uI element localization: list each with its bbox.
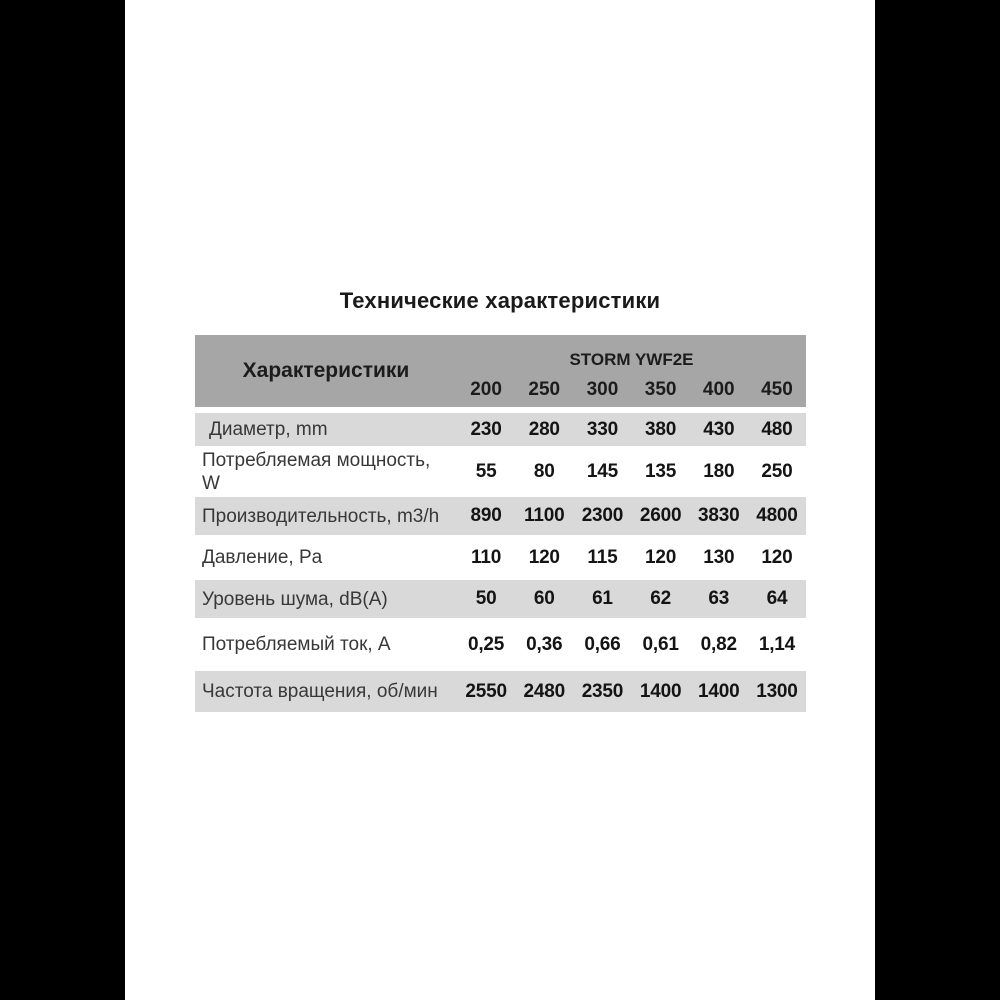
row-value: 130 — [703, 546, 735, 568]
row-value: 2350 — [581, 680, 624, 702]
model-size-header: 400 — [702, 378, 735, 400]
row-label: Потребляемый ток, A — [202, 634, 391, 655]
row-value: 2300 — [581, 505, 624, 526]
row-value: 63 — [708, 588, 730, 609]
row-value: 50 — [475, 588, 497, 609]
table-row: Давление, Pa 110 120 115 120 130 120 — [195, 535, 806, 580]
row-label: Уровень шума, dB(A) — [202, 588, 388, 610]
row-value: 330 — [586, 418, 618, 440]
row-value: 64 — [766, 588, 788, 609]
row-label: Диаметр, mm — [209, 419, 328, 440]
model-size-header: 450 — [761, 378, 793, 400]
row-value: 120 — [761, 546, 793, 568]
row-value: 1,14 — [758, 633, 796, 655]
row-value: 3830 — [698, 505, 740, 526]
row-label: Давление, Pa — [202, 547, 323, 568]
row-value: 1100 — [524, 505, 565, 526]
table-row: Производительность, m3/h 890 1100 2300 2600 3… — [195, 497, 806, 535]
series-name: STORM YWF2E — [569, 350, 694, 369]
table-row: Потребляемая мощность, W 55 80 145 135 180 250 — [195, 446, 806, 497]
row-value: 62 — [650, 588, 671, 609]
row-value: 1300 — [756, 680, 798, 702]
model-sizes-row: 200 250 300 350 400 450 — [457, 372, 806, 407]
row-value: 0,66 — [584, 633, 621, 655]
row-value: 1400 — [698, 680, 740, 702]
row-label: Потребляемая мощность, W — [202, 449, 431, 494]
table-body: Диаметр, mm 230 280 330 380 430 480 Потребляема… — [195, 413, 806, 712]
row-value: 0,82 — [700, 633, 737, 655]
row-value: 1400 — [639, 680, 682, 702]
header-label-column: Характеристики — [242, 359, 410, 382]
row-value: 480 — [761, 418, 793, 440]
table-row: Потребляемый ток, A 0,25 0,36 0,66 0,61 0,82 1… — [195, 618, 806, 671]
table-row: Уровень шума, dB(A) 50 60 61 62 63 64 — [195, 580, 806, 618]
table-row: Частота вращения, об/мин 2550 2480 2350 1400… — [195, 671, 806, 712]
row-value: 55 — [475, 460, 497, 482]
row-label: Производительность, m3/h — [202, 505, 440, 527]
left-black-bar — [0, 0, 125, 1000]
row-value: 890 — [470, 505, 502, 526]
row-value: 120 — [645, 546, 677, 568]
row-value: 0,25 — [467, 633, 505, 655]
row-value: 61 — [592, 588, 613, 609]
row-value: 80 — [533, 460, 555, 482]
model-size-header: 200 — [470, 378, 502, 400]
model-size-header: 300 — [586, 378, 619, 400]
spec-table: Характеристики STORM YWF2E 200 250 300 350 4… — [195, 335, 806, 712]
row-value: 2600 — [639, 505, 682, 526]
row-value: 0,61 — [642, 633, 679, 655]
row-value: 2550 — [465, 680, 507, 702]
right-black-bar — [875, 0, 1000, 1000]
header-models-group: STORM YWF2E 200 250 300 350 400 450 — [457, 335, 806, 407]
row-value: 60 — [533, 588, 555, 609]
row-value: 180 — [703, 460, 735, 482]
row-value: 430 — [703, 418, 735, 440]
row-label: Частота вращения, об/мин — [202, 681, 438, 702]
row-value: 135 — [645, 460, 677, 482]
row-value: 380 — [645, 418, 677, 440]
row-value: 4800 — [756, 505, 798, 526]
row-value: 145 — [586, 460, 618, 482]
row-value: 0,36 — [526, 633, 563, 655]
row-value: 280 — [528, 418, 560, 440]
row-value: 120 — [528, 546, 560, 568]
table-header: Характеристики STORM YWF2E 200 250 300 350 4… — [195, 335, 806, 407]
row-value: 2480 — [523, 680, 566, 702]
row-value: 230 — [470, 418, 502, 440]
page-title: Технические характеристики — [339, 288, 661, 313]
model-size-header: 350 — [644, 378, 677, 400]
row-value: 250 — [761, 460, 793, 482]
model-size-header: 250 — [528, 378, 561, 400]
product-image-panel: Технические характеристики Характеристик… — [125, 0, 875, 1000]
table-row: Диаметр, mm 230 280 330 380 430 480 — [195, 413, 806, 446]
row-value: 115 — [587, 546, 618, 568]
row-value: 110 — [471, 546, 502, 568]
